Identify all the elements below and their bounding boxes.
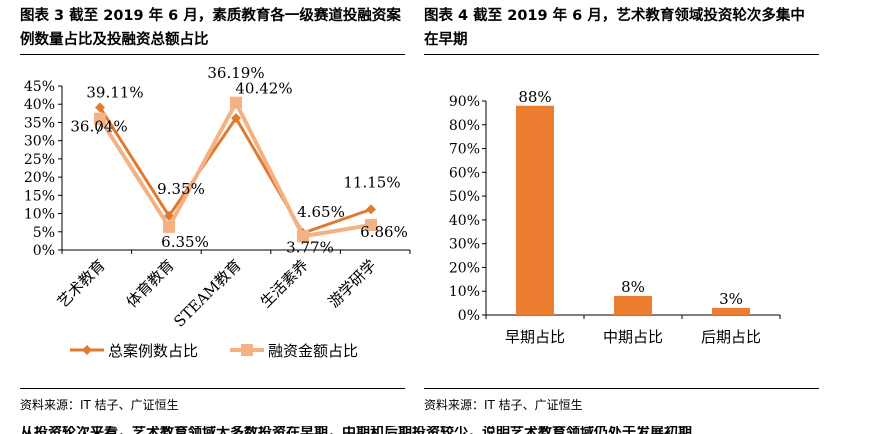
bar (614, 295, 652, 315)
y-tick-label: 0% (458, 308, 480, 324)
data-point (297, 230, 309, 243)
body-text-partial: 从投资轮次来看，艺术教育领域大多数投资在早期，中期和后期投资较少，说明艺术教育领… (20, 426, 820, 434)
data-point (163, 220, 175, 233)
y-tick-label: 10% (449, 284, 480, 300)
chart-title-left: 图表 3 截至 2019 年 6 月，素质教育各一级赛道投融资案例数量占比及投融… (20, 8, 401, 48)
data-label: 6.86% (360, 223, 408, 241)
bar-value-label: 8% (621, 278, 645, 296)
data-point (230, 96, 242, 109)
y-tick-label: 20% (24, 170, 55, 186)
legend-marker (241, 344, 253, 356)
x-tick-label: 早期占比 (505, 328, 565, 346)
data-point (95, 102, 105, 113)
y-tick-label: 30% (24, 134, 55, 150)
y-tick-label: 10% (24, 207, 55, 223)
bar (516, 105, 554, 315)
y-tick-label: 80% (449, 118, 480, 134)
data-label: 6.35% (161, 233, 209, 251)
y-tick-label: 35% (24, 115, 55, 131)
data-point (365, 218, 377, 231)
body-text-line: 从投资轮次来看，艺术教育领域大多数投资在早期，中期和后期投资较少，说明艺术教育领… (20, 426, 692, 434)
data-label: 11.15% (343, 173, 400, 191)
data-label: 36.19% (207, 64, 264, 82)
data-point (94, 112, 106, 125)
y-tick-label: 70% (449, 142, 480, 158)
y-tick-label: 45% (24, 79, 55, 95)
y-tick-label: 30% (449, 237, 480, 253)
y-tick-label: 15% (24, 188, 55, 204)
data-point (231, 113, 241, 124)
chart-title-right: 图表 4 截至 2019 年 6 月，艺术教育领域投资轮次多集中在早期 (424, 8, 805, 48)
legend-label: 融资金额占比 (268, 342, 358, 360)
x-tick-label: 后期占比 (701, 328, 761, 346)
data-label: 9.35% (157, 180, 205, 198)
title-divider-left (20, 54, 405, 55)
data-label: 3.77% (286, 238, 334, 256)
y-tick-label: 20% (449, 260, 480, 276)
y-tick-label: 90% (449, 94, 480, 110)
bar-value-label: 88% (518, 88, 551, 106)
label-leader-line (96, 123, 102, 135)
data-label: 4.65% (297, 203, 345, 221)
data-label: 40.42% (235, 80, 292, 98)
y-tick-label: 5% (33, 225, 55, 241)
y-tick-label: 50% (449, 189, 480, 205)
y-tick-label: 40% (449, 213, 480, 229)
y-tick-label: 0% (33, 243, 55, 259)
bar (712, 307, 750, 315)
data-point (366, 204, 376, 215)
title-divider-right (424, 54, 819, 55)
legend-label: 总案例数占比 (108, 342, 198, 360)
source-divider-right (424, 388, 819, 389)
data-label: 39.11% (86, 83, 143, 101)
legend-marker (82, 345, 92, 355)
source-left: 资料来源：IT 桔子、广证恒生 (20, 398, 179, 412)
y-tick-label: 25% (24, 152, 55, 168)
x-tick-label: 中期占比 (603, 328, 663, 346)
y-tick-label: 60% (449, 165, 480, 181)
y-tick-label: 40% (24, 97, 55, 113)
source-divider-left (20, 388, 405, 389)
data-label: 36.04% (70, 118, 127, 136)
bar-value-label: 3% (719, 290, 743, 308)
source-right: 资料来源：IT 桔子、广证恒生 (424, 398, 583, 412)
